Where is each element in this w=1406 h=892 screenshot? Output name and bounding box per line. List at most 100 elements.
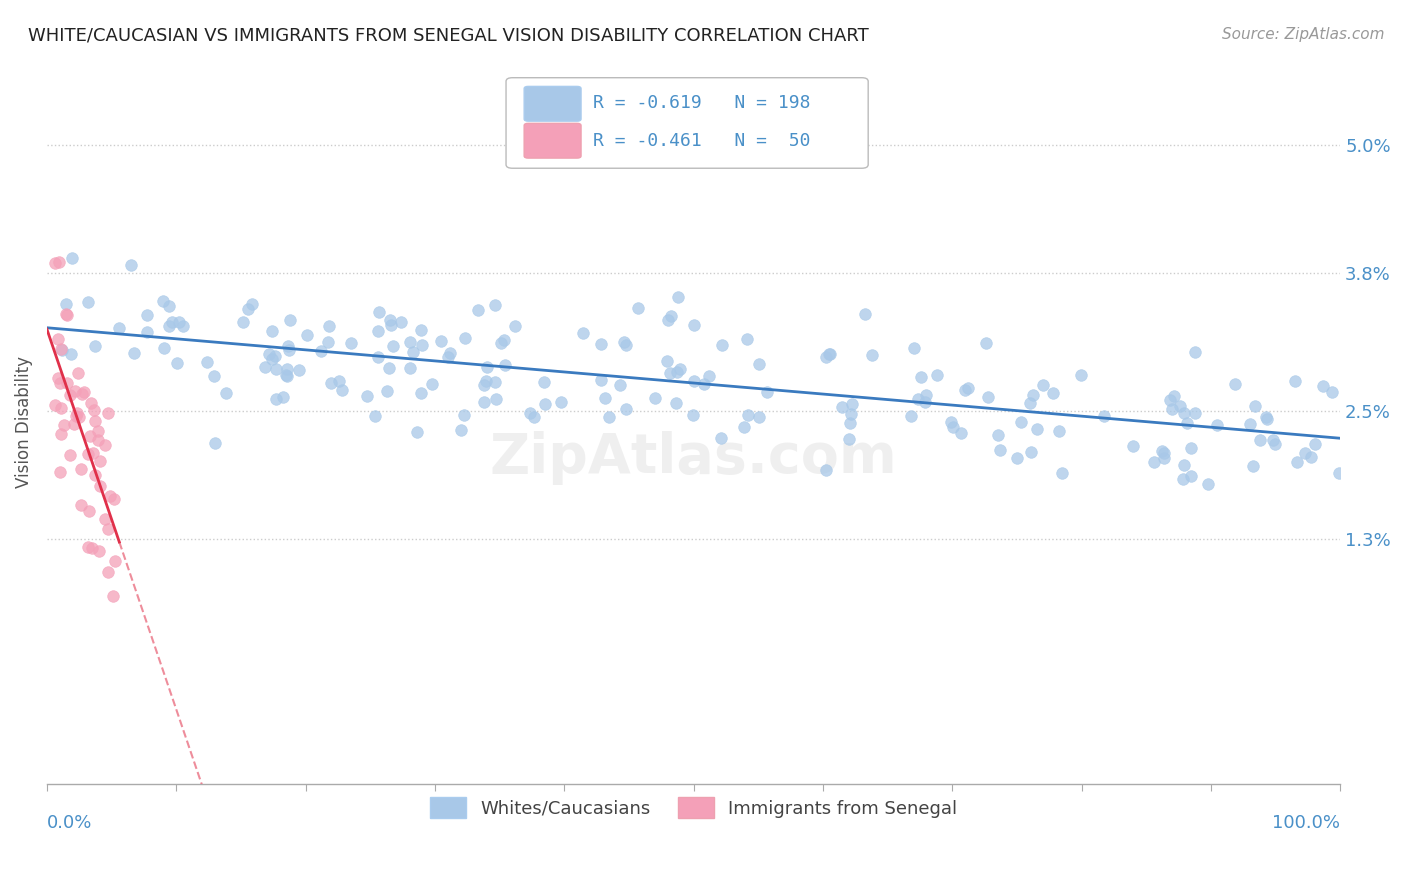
Point — [101, 590, 124, 604]
Point — [232, 315, 254, 329]
Point — [1329, 466, 1351, 480]
Point — [733, 420, 755, 434]
Point — [1019, 444, 1042, 458]
Point — [658, 366, 681, 380]
Point — [737, 332, 759, 346]
Point — [453, 408, 475, 422]
Point — [1205, 418, 1227, 433]
Point — [1173, 406, 1195, 420]
Point — [367, 350, 389, 364]
Point — [52, 418, 75, 433]
Point — [1180, 441, 1202, 455]
Point — [1184, 344, 1206, 359]
Point — [321, 376, 343, 390]
Point — [454, 331, 477, 345]
Legend: Whites/Caucasians, Immigrants from Senegal: Whites/Caucasians, Immigrants from Seneg… — [423, 790, 965, 825]
Point — [271, 390, 294, 404]
Point — [97, 565, 120, 579]
Point — [853, 307, 876, 321]
Point — [683, 374, 706, 388]
Point — [860, 348, 883, 362]
Point — [406, 425, 429, 440]
Point — [953, 383, 976, 397]
Point — [1047, 424, 1070, 438]
Point — [593, 391, 616, 405]
Point — [914, 387, 936, 401]
Point — [364, 409, 387, 423]
Point — [380, 313, 402, 327]
Point — [97, 406, 120, 420]
Text: WHITE/CAUCASIAN VS IMMIGRANTS FROM SENEGAL VISION DISABILITY CORRELATION CHART: WHITE/CAUCASIAN VS IMMIGRANTS FROM SENEG… — [28, 27, 869, 45]
Point — [1122, 439, 1144, 453]
Point — [1150, 444, 1173, 458]
Point — [389, 315, 412, 329]
Point — [48, 376, 70, 390]
Point — [957, 381, 980, 395]
Point — [160, 315, 183, 329]
Point — [598, 409, 620, 424]
Point — [46, 370, 69, 384]
Point — [1320, 384, 1343, 399]
Point — [72, 384, 94, 399]
Point — [475, 359, 498, 374]
Point — [589, 373, 612, 387]
Text: 100.0%: 100.0% — [1272, 814, 1340, 832]
Point — [1264, 437, 1286, 451]
Point — [1018, 396, 1040, 410]
Point — [77, 504, 100, 518]
Point — [77, 295, 100, 310]
Point — [533, 375, 555, 389]
Point — [693, 377, 716, 392]
Point — [120, 258, 142, 272]
Point — [316, 335, 339, 350]
Point — [659, 309, 682, 323]
Point — [204, 435, 226, 450]
Point — [614, 402, 637, 417]
Point — [420, 376, 443, 391]
Point — [699, 369, 721, 384]
Text: 0.0%: 0.0% — [46, 814, 93, 832]
Point — [89, 479, 111, 493]
Point — [1010, 415, 1032, 429]
Point — [89, 454, 111, 468]
Point — [103, 491, 125, 506]
Point — [84, 468, 107, 483]
Point — [309, 344, 332, 359]
Point — [69, 498, 91, 512]
Point — [494, 358, 516, 372]
Y-axis label: Vision Disability: Vision Disability — [15, 356, 32, 488]
Point — [1032, 377, 1054, 392]
Point — [1312, 379, 1334, 393]
Text: ZipAtlas.com: ZipAtlas.com — [489, 431, 897, 485]
FancyBboxPatch shape — [524, 123, 581, 158]
Point — [46, 332, 69, 346]
Point — [297, 327, 319, 342]
Point — [475, 374, 498, 388]
Point — [1070, 368, 1092, 382]
Point — [710, 431, 733, 445]
Point — [1301, 450, 1323, 465]
Point — [56, 376, 79, 391]
Point — [236, 301, 259, 316]
Point — [318, 318, 340, 333]
Point — [240, 297, 263, 311]
Point — [70, 462, 93, 476]
Point — [263, 350, 285, 364]
Point — [328, 374, 350, 388]
Point — [1241, 458, 1264, 473]
Point — [375, 384, 398, 399]
Point — [1184, 406, 1206, 420]
Point — [755, 384, 778, 399]
Point — [1285, 455, 1308, 469]
Point — [60, 347, 83, 361]
Point — [682, 318, 704, 333]
Point — [59, 448, 82, 462]
Point — [44, 255, 66, 269]
Point — [949, 425, 972, 440]
Point — [503, 318, 526, 333]
Point — [80, 541, 103, 556]
Point — [157, 300, 180, 314]
Point — [1143, 455, 1166, 469]
Point — [330, 383, 353, 397]
Point — [942, 419, 965, 434]
